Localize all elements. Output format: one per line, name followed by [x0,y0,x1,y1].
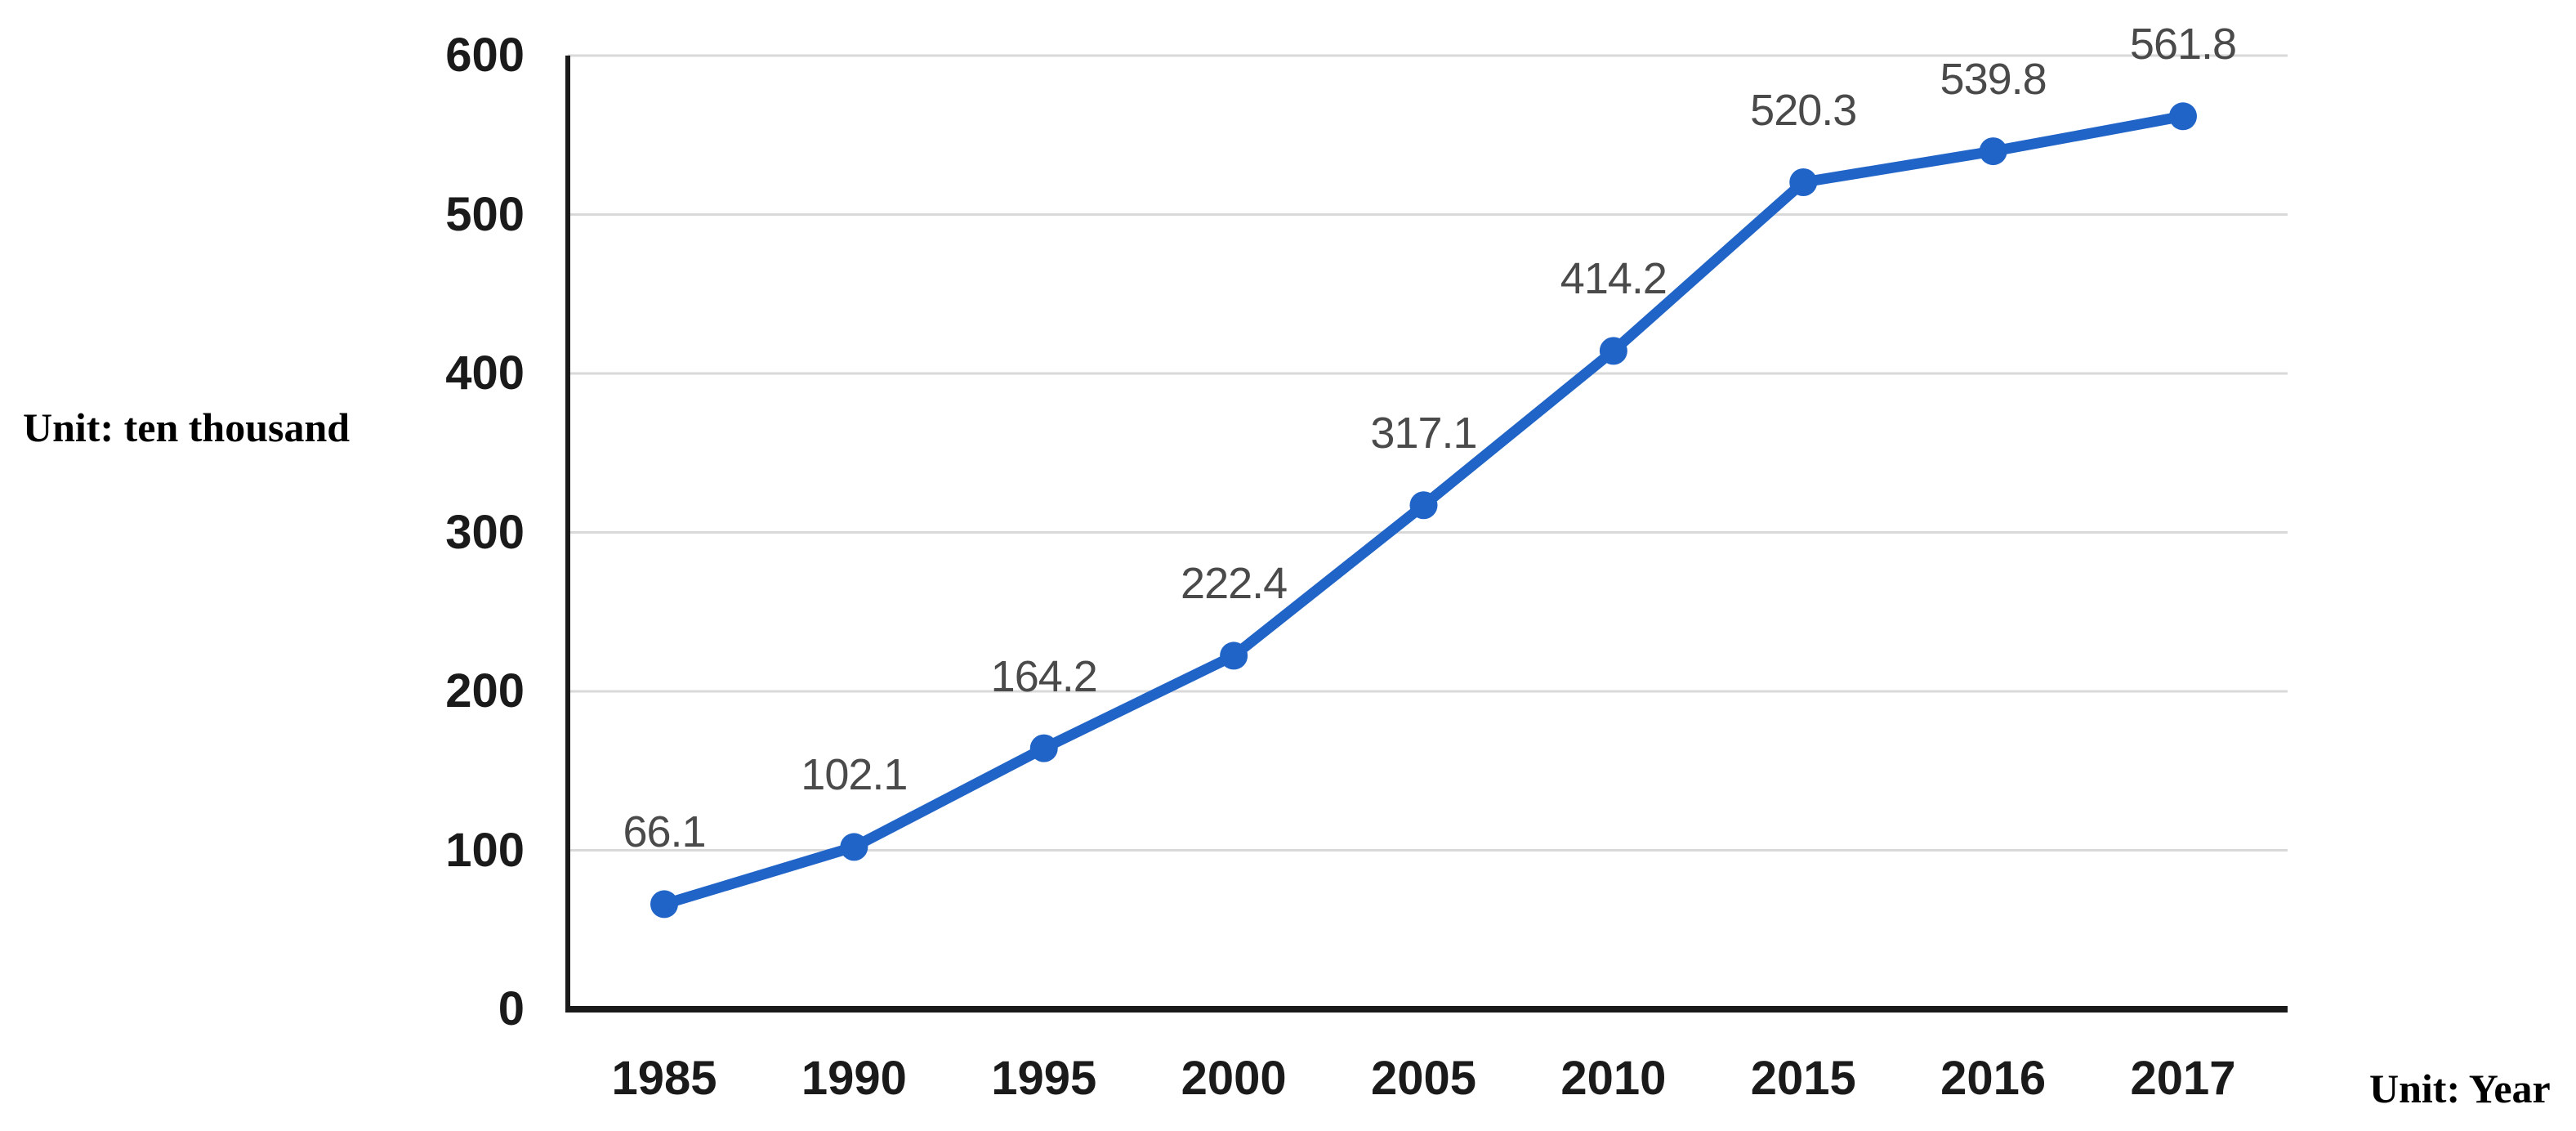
data-point-marker [1599,337,1627,365]
y-axis-unit-label: Unit: ten thousand [23,405,350,450]
x-axis-unit-label: Unit: Year [2369,1066,2551,1111]
data-point-marker [1789,168,1818,197]
data-point-marker [1029,734,1058,762]
data-point-marker [1979,137,2007,166]
data-point-marker [2169,102,2197,131]
data-point-marker [650,890,678,919]
data-point-marker [1220,641,1248,670]
data-point-marker [840,833,868,861]
data-point-marker [1409,491,1438,520]
